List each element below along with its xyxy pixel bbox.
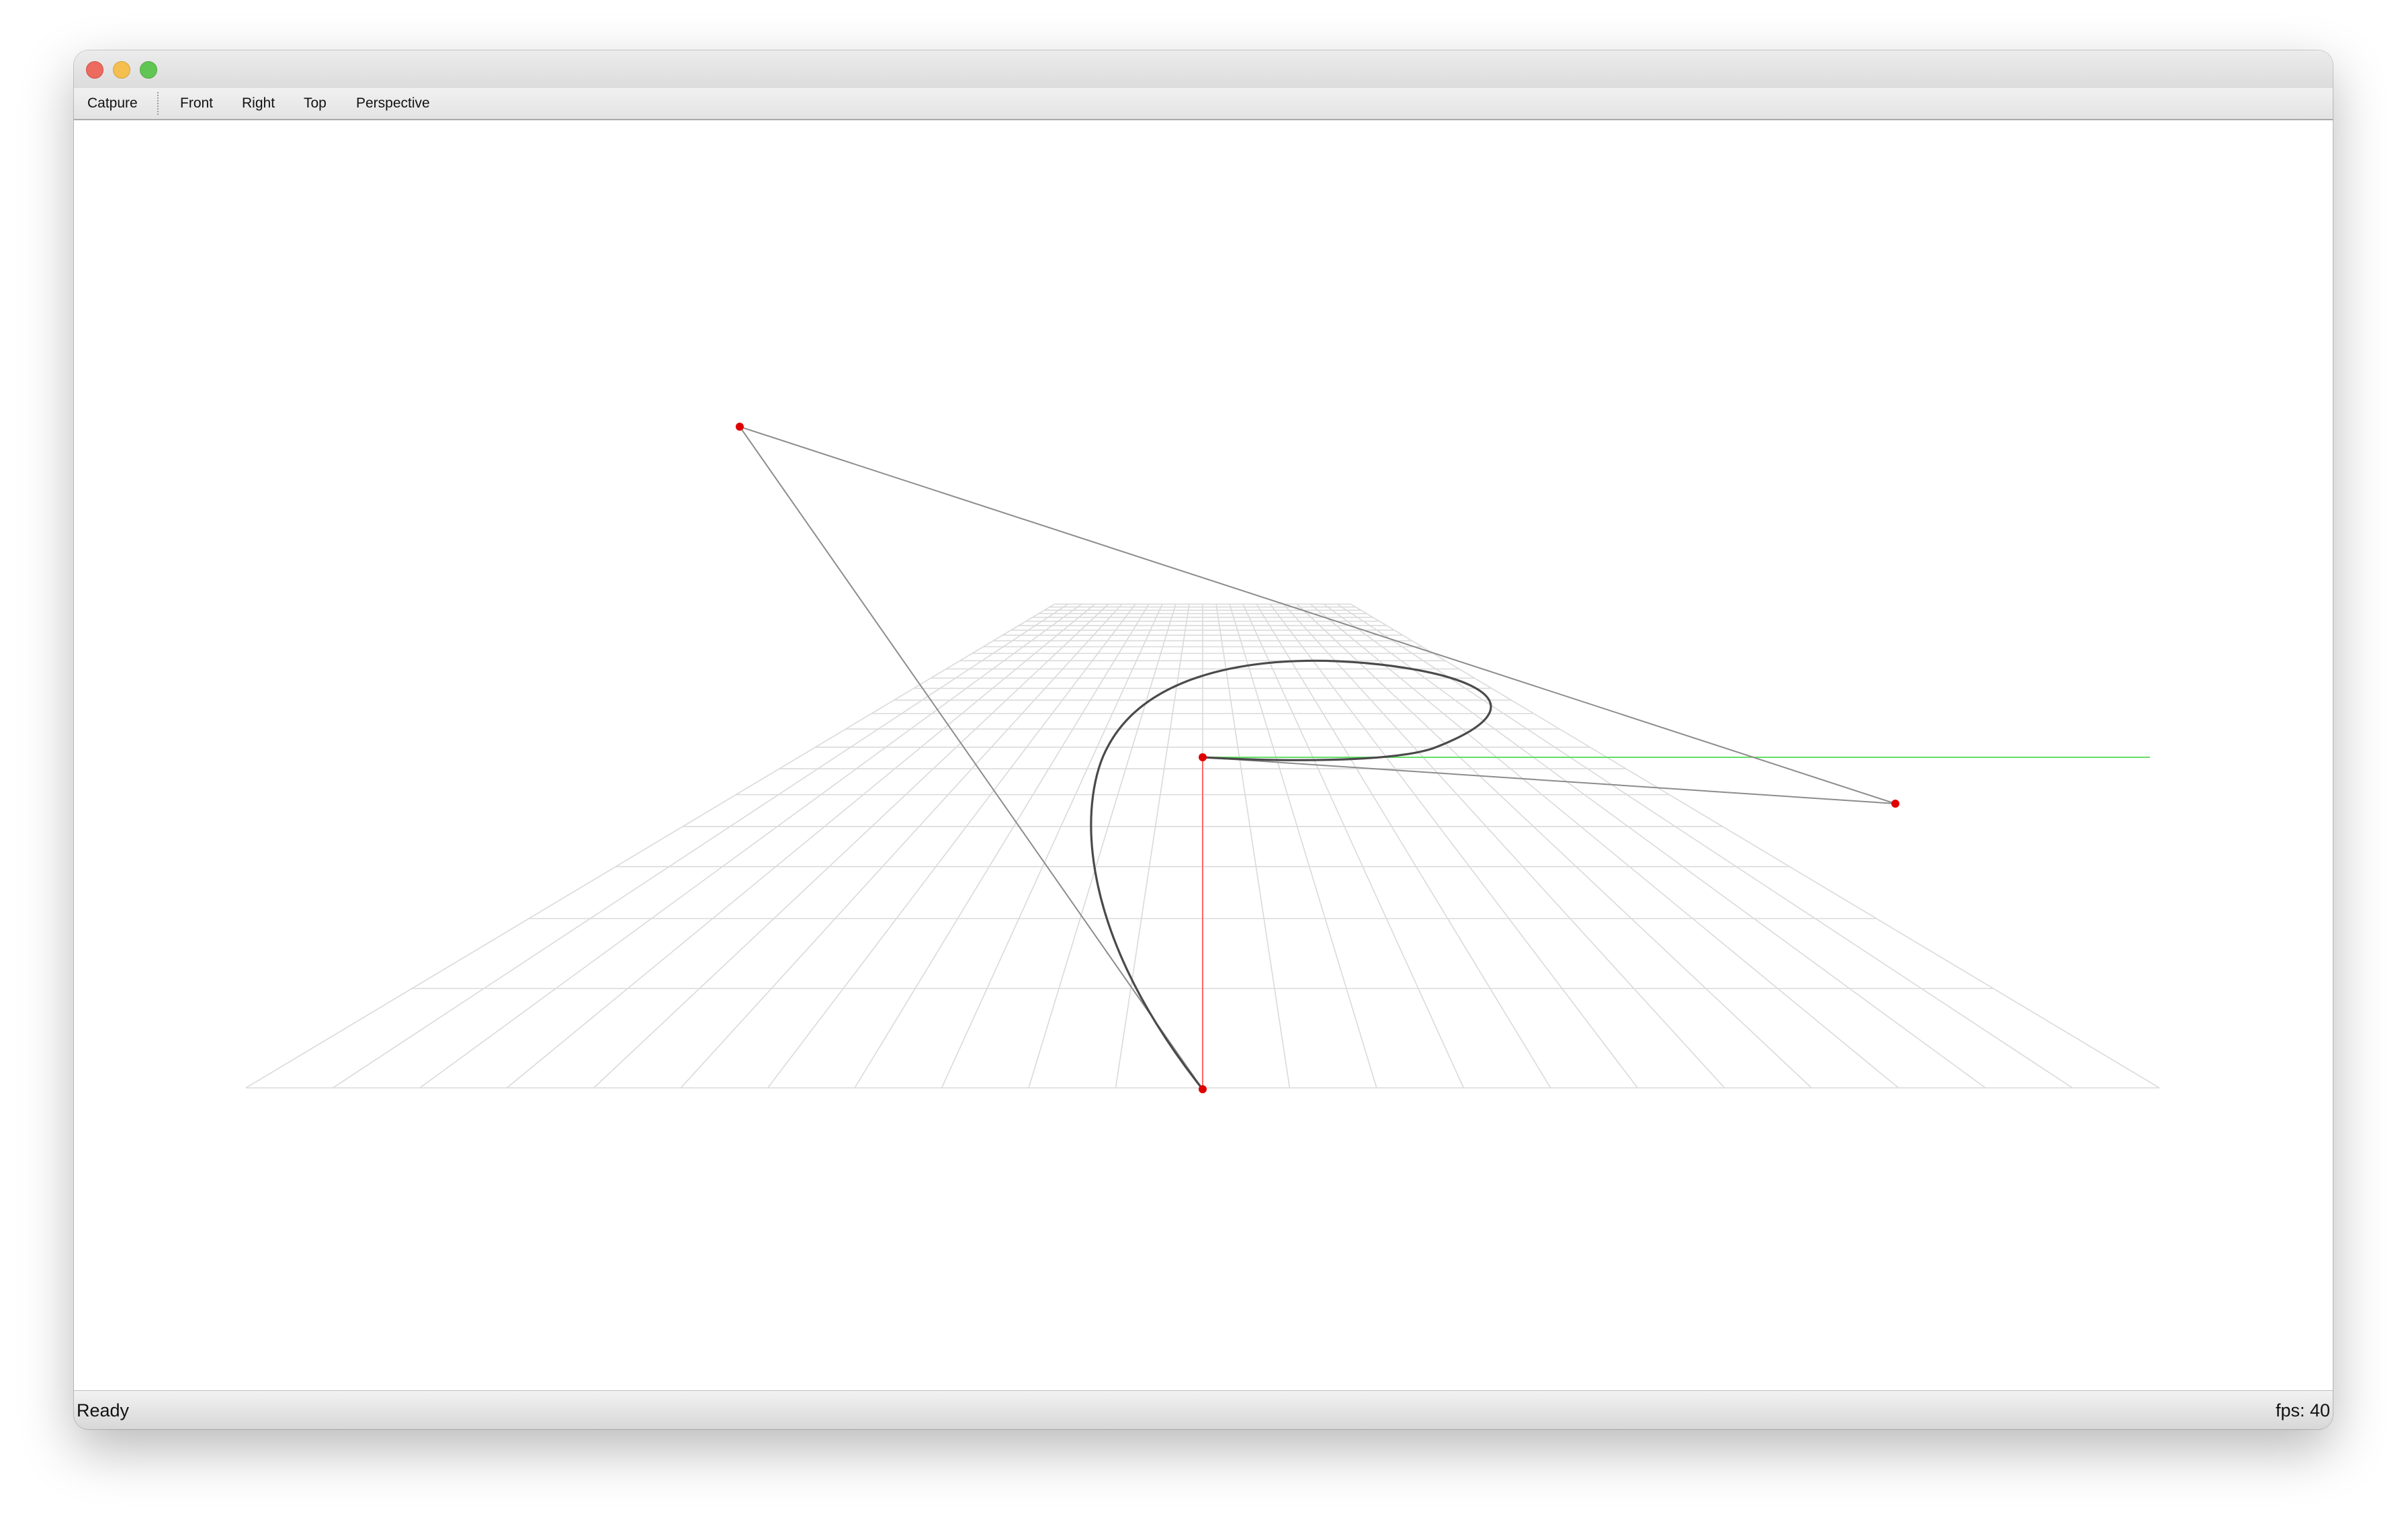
grid-line [854,603,1150,1089]
toolbar: Catpure Front Right Top Perspective [74,88,2333,120]
control-point[interactable] [736,423,744,431]
title-bar[interactable] [74,50,2333,89]
grid-line [1283,603,1725,1089]
grid-line [333,603,1069,1089]
grid-line [1323,603,1986,1089]
grid-line [506,603,1096,1089]
grid-line [1309,603,1899,1089]
grid-line [1256,603,1551,1089]
grid-line [1350,603,2160,1089]
front-view-button[interactable]: Front [180,95,214,111]
control-polygon [739,426,1896,1090]
control-line [739,426,1203,1090]
grid-line [680,603,1123,1089]
grid-line [1028,603,1176,1089]
grid-line [593,603,1109,1089]
fps-counter: fps: 40 [2275,1400,2330,1420]
control-points[interactable] [736,423,1899,1093]
3d-viewport[interactable] [74,120,2333,1390]
grid-line [1336,603,2073,1089]
perspective-view-button[interactable]: Perspective [356,95,430,111]
right-view-button[interactable]: Right [242,95,275,111]
grid-line [419,603,1082,1089]
grid-line [1296,603,1812,1089]
axes [1202,757,2150,1089]
control-line [739,426,1896,804]
close-icon[interactable] [86,61,103,79]
maximize-icon[interactable] [140,61,157,79]
grid-line [767,603,1136,1089]
control-line [1202,757,1896,804]
viewport-canvas[interactable] [74,120,2333,1390]
grid-line [1229,603,1377,1089]
capture-button[interactable]: Catpure [87,95,138,111]
bezier-curve [1090,659,1492,1090]
app-window: Catpure Front Right Top Perspective Read… [74,50,2333,1429]
status-bar: Ready fps: 40 [74,1390,2333,1429]
curve-path [1090,659,1492,1090]
grid-line [941,603,1163,1089]
top-view-button[interactable]: Top [304,95,327,111]
control-point[interactable] [1199,1085,1207,1093]
grid-line [1269,603,1638,1089]
control-point[interactable] [1199,753,1207,761]
control-point[interactable] [1891,800,1899,808]
grid-line [245,603,1056,1089]
minimize-icon[interactable] [113,61,130,79]
grid-line [1215,603,1291,1089]
toolbar-separator [157,92,159,115]
grid-line [1242,603,1465,1089]
status-text: Ready [77,1400,130,1420]
